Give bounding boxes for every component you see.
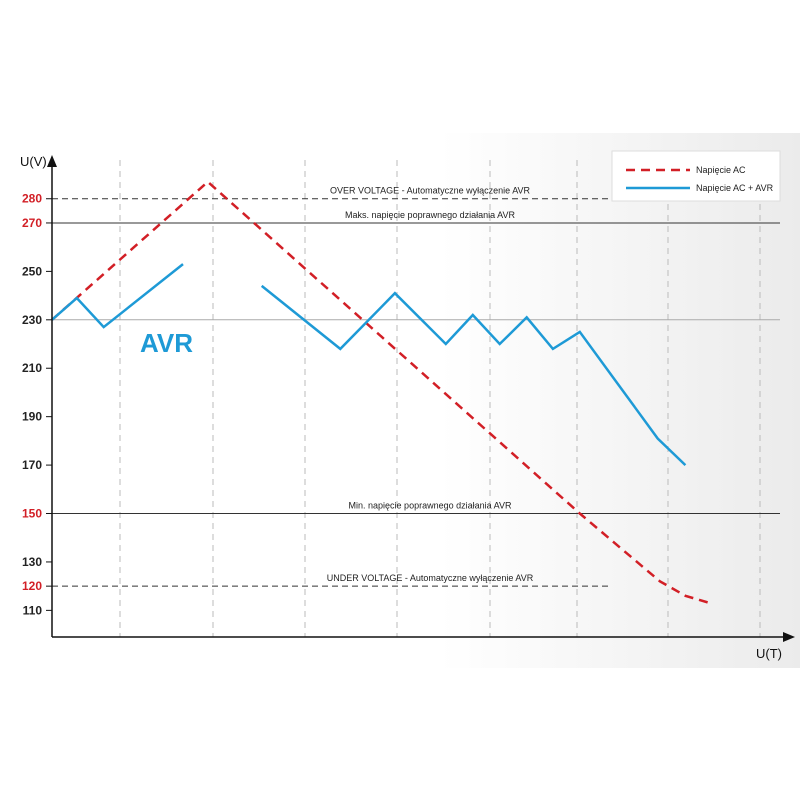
- legend-label: Napięcie AC + AVR: [696, 183, 774, 193]
- y-tick-label: 270: [22, 216, 42, 230]
- legend: [611, 150, 781, 202]
- legend-label: Napięcie AC: [696, 165, 746, 175]
- y-tick-label: 120: [22, 579, 42, 593]
- y-tick-label: 230: [22, 313, 42, 327]
- y-tick-label: 250: [22, 264, 42, 278]
- y-tick-label: 110: [23, 603, 43, 617]
- y-tick-label: 150: [22, 507, 42, 521]
- reference-label: Min. napięcie poprawnego działania AVR: [349, 501, 512, 511]
- reference-label: UNDER VOLTAGE - Automatyczne wyłączenie …: [327, 573, 534, 583]
- x-axis-label: U(T): [756, 646, 782, 661]
- vertical-grid: [119, 160, 761, 637]
- y-tick-label: 130: [22, 555, 42, 569]
- x-axis-arrow: [783, 632, 795, 642]
- series-line: [51, 263, 687, 467]
- y-tick-label: 280: [22, 192, 42, 206]
- series-line: [51, 180, 711, 605]
- y-tick-label: 210: [22, 361, 42, 375]
- plot-background: [0, 133, 800, 668]
- y-tick-label: 190: [22, 410, 42, 424]
- avr-annotation: AVR: [140, 328, 193, 358]
- y-tick-label: 170: [22, 458, 42, 472]
- y-axis-label: U(V): [20, 154, 47, 169]
- y-axis-arrow: [47, 155, 57, 167]
- reference-label: OVER VOLTAGE - Automatyczne wyłączenie A…: [330, 186, 531, 196]
- reference-label: Maks. napięcie poprawnego działania AVR: [345, 210, 515, 220]
